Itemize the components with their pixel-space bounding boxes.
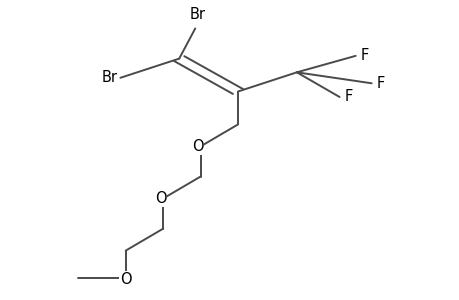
Text: O: O [154, 191, 166, 206]
Text: O: O [192, 139, 203, 154]
Text: O: O [120, 272, 131, 287]
Text: F: F [344, 89, 353, 104]
Text: Br: Br [190, 7, 206, 22]
Text: F: F [360, 48, 369, 63]
Text: F: F [376, 76, 385, 91]
Text: Br: Br [101, 70, 118, 85]
